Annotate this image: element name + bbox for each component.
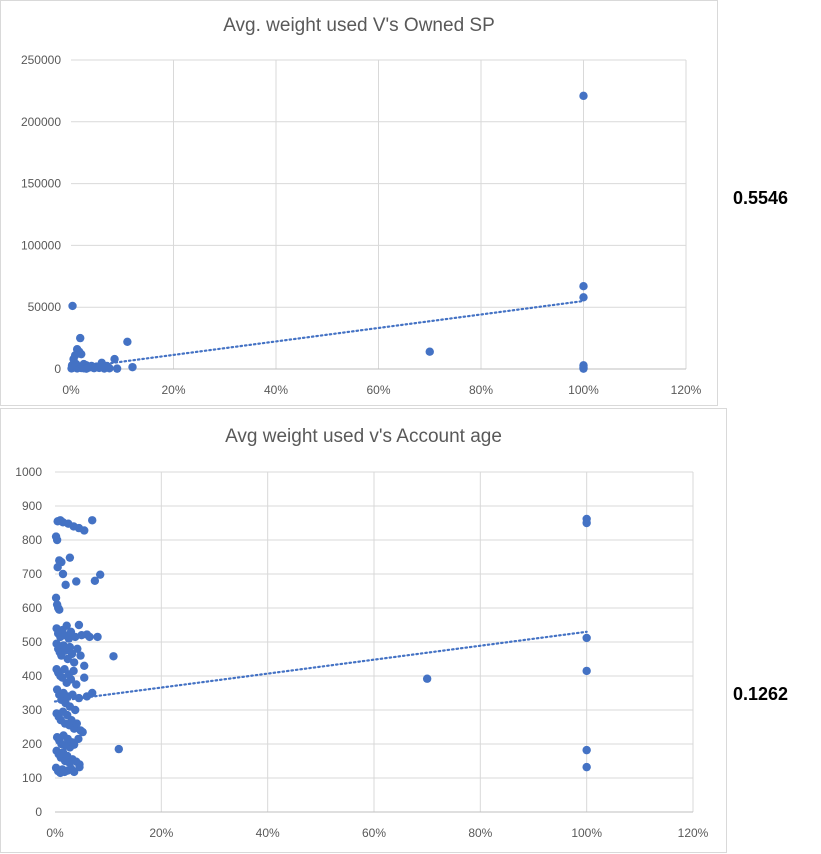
- chart-account-age: Avg weight used v's Account age 0 100 200 3…: [0, 408, 727, 853]
- y-tick-label: 700: [22, 567, 42, 581]
- scatter-point: [74, 734, 83, 744]
- scatter-point: [579, 281, 588, 291]
- y-tick-label: 150000: [21, 177, 61, 191]
- y-tick-label: 50000: [28, 300, 62, 314]
- trendline: [53, 630, 588, 703]
- y-tick-label: 200: [22, 737, 42, 751]
- x-tick-label: 40%: [264, 383, 288, 397]
- scatter-point: [52, 535, 62, 545]
- y-tick-label: 800: [22, 533, 42, 547]
- scatter-point: [68, 690, 77, 699]
- scatter-plot: 0 100 200 300 400 500 600 700 800 900 1000 0% 20% 40%…: [15, 465, 709, 840]
- scatter-point: [422, 674, 432, 683]
- scatter-point: [55, 605, 64, 614]
- y-tick-label: 500: [22, 635, 42, 649]
- x-tick-label: 60%: [362, 826, 386, 840]
- scatter-point: [72, 680, 81, 689]
- scatter-point: [110, 354, 119, 364]
- scatter-point: [72, 577, 81, 586]
- scatter-point: [72, 719, 81, 728]
- y-tick-label: 0: [35, 805, 42, 819]
- x-tick-label: 100%: [571, 826, 602, 840]
- scatter-point: [58, 569, 68, 579]
- scatter-point: [90, 576, 100, 585]
- scatter-point: [69, 666, 78, 676]
- scatter-point: [582, 762, 591, 772]
- scatter-point: [85, 632, 94, 642]
- chart-title: Avg. weight used V's Owned SP: [223, 15, 495, 36]
- scatter-point: [69, 740, 79, 749]
- scatter-point: [80, 526, 89, 535]
- y-tick-label: 400: [22, 669, 42, 683]
- x-tick-label: 40%: [256, 826, 280, 840]
- scatter-point: [69, 658, 79, 667]
- scatter-point: [71, 705, 80, 715]
- scatter-point: [105, 364, 114, 373]
- chart-owned-sp: Avg. weight used V's Owned SP 0 50000 1000…: [0, 0, 718, 406]
- x-tick-label: 20%: [161, 383, 185, 397]
- y-tick-label: 600: [22, 601, 42, 615]
- scatter-point: [582, 666, 591, 676]
- x-tick-label: 0%: [62, 383, 80, 397]
- scatter-point: [93, 632, 102, 642]
- trendline: [69, 299, 585, 370]
- scatter-point: [71, 632, 80, 642]
- y-tick-label: 300: [22, 703, 42, 717]
- scatter-point: [76, 333, 85, 343]
- scatter-point: [128, 362, 137, 372]
- scatter-point: [582, 518, 591, 528]
- scatter-point: [62, 621, 71, 630]
- scatter-point: [66, 675, 76, 684]
- scatter-point: [75, 762, 84, 772]
- x-tick-label: 20%: [149, 826, 173, 840]
- y-tick-label: 250000: [21, 53, 61, 67]
- y-tick-label: 100000: [21, 238, 61, 252]
- scatter-point: [582, 633, 591, 643]
- scatter-point: [123, 337, 132, 347]
- y-tick-label: 1000: [15, 465, 42, 479]
- scatter-point: [579, 364, 588, 373]
- scatter-point: [61, 580, 70, 590]
- scatter-point: [88, 516, 97, 525]
- x-tick-label: 80%: [469, 383, 493, 397]
- scatter-point: [53, 563, 62, 572]
- x-tick-label: 0%: [46, 826, 64, 840]
- scatter-point: [579, 293, 588, 302]
- scatter-point: [80, 673, 89, 682]
- scatter-point: [80, 661, 89, 670]
- scatter-point: [67, 361, 77, 370]
- x-tick-label: 60%: [366, 383, 390, 397]
- r-squared-value: 0.5546: [733, 188, 789, 208]
- scatter-point: [67, 649, 77, 659]
- x-tick-label: 80%: [468, 826, 492, 840]
- scatter-point: [109, 652, 118, 661]
- scatter-point: [76, 651, 85, 660]
- scatter-point: [74, 620, 84, 630]
- scatter-point: [579, 91, 588, 101]
- scatter-point: [51, 593, 61, 602]
- y-tick-label: 0: [54, 362, 61, 376]
- y-tick-label: 200000: [21, 115, 61, 129]
- x-tick-label: 120%: [678, 826, 709, 840]
- scatter-point: [95, 570, 105, 579]
- scatter-point: [73, 644, 82, 653]
- scatter-point: [68, 301, 77, 311]
- scatter-point: [425, 347, 434, 356]
- scatter-point: [112, 364, 122, 373]
- r-squared-value: 0.1262: [733, 684, 789, 704]
- scatter-point: [114, 744, 124, 754]
- x-tick-label: 100%: [568, 383, 599, 397]
- scatter-point: [65, 553, 75, 562]
- y-tick-label: 100: [22, 771, 42, 785]
- scatter-point: [582, 745, 591, 755]
- scatter-plot: 0 50000 100000 150000 200000 250000 0% 20% 40% 60…: [21, 53, 702, 397]
- y-tick-label: 900: [22, 499, 42, 513]
- scatter-point: [78, 727, 87, 737]
- scatter-point: [64, 634, 74, 643]
- scatter-point: [65, 642, 75, 652]
- chart-title: Avg weight used v's Account age: [225, 426, 502, 447]
- scatter-point: [88, 688, 97, 698]
- x-tick-label: 120%: [671, 383, 702, 397]
